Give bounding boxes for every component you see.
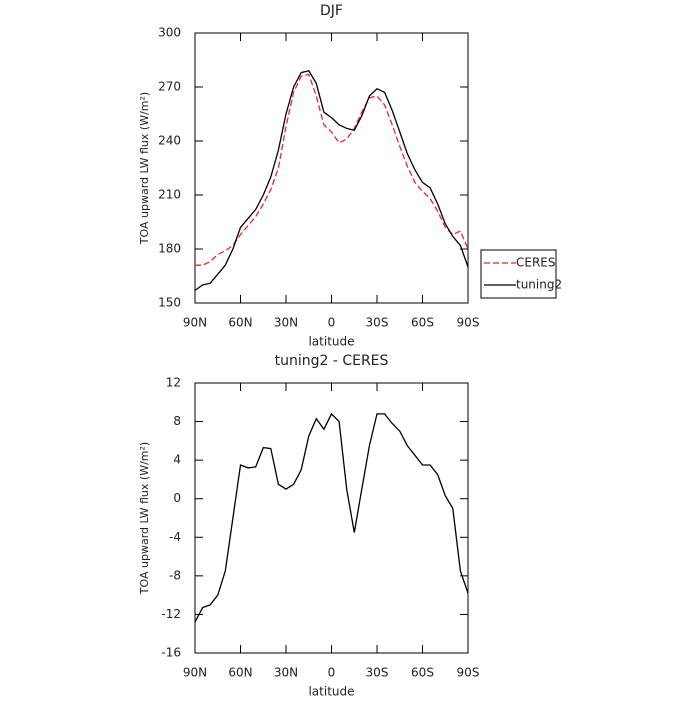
series-line — [194, 70, 469, 291]
y-tick-label: 300 — [158, 26, 181, 40]
series-line — [194, 412, 469, 623]
y-tick-label: 8 — [173, 414, 181, 428]
y-tick-label: 0 — [173, 491, 181, 505]
x-tick-label: 90S — [457, 666, 480, 680]
y-tick-label: -12 — [161, 607, 181, 621]
x-axis-label: latitude — [308, 685, 354, 699]
plot-frame — [194, 32, 469, 304]
y-axis-label: TOA upward LW flux (W/m²) — [138, 92, 151, 245]
x-tick-label: 30S — [366, 316, 389, 330]
y-axis-label: TOA upward LW flux (W/m²) — [138, 442, 151, 595]
legend-label: CERES — [516, 256, 556, 270]
legend-label: tuning2 — [516, 278, 562, 292]
x-tick-label: 90N — [183, 666, 207, 680]
x-tick-label: 90N — [183, 316, 207, 330]
y-tick-label: 180 — [158, 242, 181, 256]
y-tick-label: 240 — [158, 134, 181, 148]
x-tick-label: 60S — [411, 666, 434, 680]
y-tick-label: 270 — [158, 80, 181, 94]
legend-box — [480, 249, 557, 299]
chart-title: DJF — [320, 3, 343, 19]
chart-title: tuning2 - CERES — [275, 353, 389, 369]
plot-frame — [194, 382, 469, 654]
y-tick-label: 4 — [173, 453, 181, 467]
y-tick-label: 150 — [158, 296, 181, 310]
x-tick-label: 60S — [411, 316, 434, 330]
y-tick-label: -16 — [161, 646, 181, 660]
y-tick-label: 210 — [158, 188, 181, 202]
x-tick-label: 60N — [228, 316, 252, 330]
x-tick-label: 90S — [457, 316, 480, 330]
x-tick-label: 30S — [366, 666, 389, 680]
x-tick-label: 30N — [274, 666, 298, 680]
x-tick-label: 60N — [228, 666, 252, 680]
y-tick-label: -8 — [169, 568, 181, 582]
x-axis-label: latitude — [308, 335, 354, 349]
y-tick-label: -4 — [169, 530, 181, 544]
x-tick-label: 0 — [328, 666, 336, 680]
x-tick-label: 0 — [328, 316, 336, 330]
y-tick-label: 12 — [166, 376, 181, 390]
series-line — [195, 73, 469, 266]
x-tick-label: 30N — [274, 316, 298, 330]
